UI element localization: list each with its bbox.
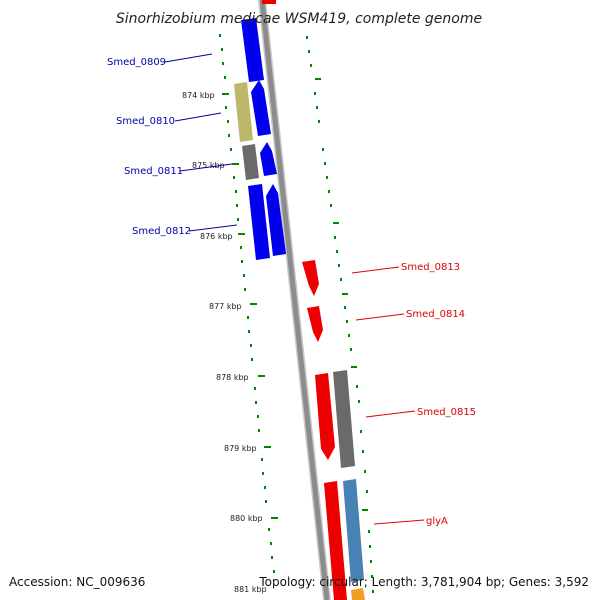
gene-smed-0811-arrow xyxy=(260,142,277,176)
gene-smed-0810-arrow xyxy=(251,80,271,136)
map-title: Sinorhizobium medicae WSM419, complete g… xyxy=(116,11,482,27)
label-leaders-reverse xyxy=(351,266,425,525)
gene-smed-0815-arrow xyxy=(315,373,335,460)
gene-label-glya: glyA xyxy=(426,516,448,527)
gene-smed-0811-gray xyxy=(242,144,259,180)
guide-dots-left xyxy=(219,34,275,573)
gene-label-smed-0813: Smed_0813 xyxy=(401,262,460,273)
gene-glya-orange xyxy=(351,588,365,600)
right-ticks xyxy=(315,78,368,511)
accession-text: Accession: NC_009636 xyxy=(9,575,145,589)
genome-backbone xyxy=(259,0,330,600)
scale-label-878: 878 kbp xyxy=(216,373,249,382)
scale-label-874: 874 kbp xyxy=(182,91,215,100)
scale-label-877: 877 kbp xyxy=(209,302,242,311)
gene-smed-0810-khaki xyxy=(234,82,253,142)
gene-label-smed-0810: Smed_0810 xyxy=(116,116,175,127)
gene-glya-red xyxy=(324,481,347,600)
gene-smed-0812-arrow-right xyxy=(266,184,286,256)
gene-smed-0809-arrow xyxy=(241,18,264,82)
gene-label-smed-0814: Smed_0814 xyxy=(406,309,465,320)
gene-smed-0813-arrow xyxy=(302,260,319,296)
topology-text: Topology: circular; Length: 3,781,904 bp… xyxy=(258,575,589,589)
gene-label-smed-0809: Smed_0809 xyxy=(107,57,166,68)
gene-feature-top-partial xyxy=(262,0,276,4)
gene-label-smed-0811: Smed_0811 xyxy=(124,166,183,177)
gene-glya-steelblue xyxy=(343,479,364,582)
gene-smed-0815-gray xyxy=(333,370,355,468)
gene-label-smed-0812: Smed_0812 xyxy=(132,226,191,237)
scale-label-880: 880 kbp xyxy=(230,514,263,523)
scale-label-881: 881 kbp xyxy=(234,585,267,594)
scale-label-875: 875 kbp xyxy=(192,161,225,170)
gene-smed-0812-arrow-left xyxy=(248,184,270,260)
scale-label-879: 879 kbp xyxy=(224,444,257,453)
guide-dots-right xyxy=(306,36,374,593)
label-leaders-forward xyxy=(164,53,238,232)
scale-ticks xyxy=(222,93,278,519)
gene-label-smed-0815: Smed_0815 xyxy=(417,407,476,418)
scale-label-876: 876 kbp xyxy=(200,232,233,241)
gene-smed-0814-arrow xyxy=(307,306,323,342)
